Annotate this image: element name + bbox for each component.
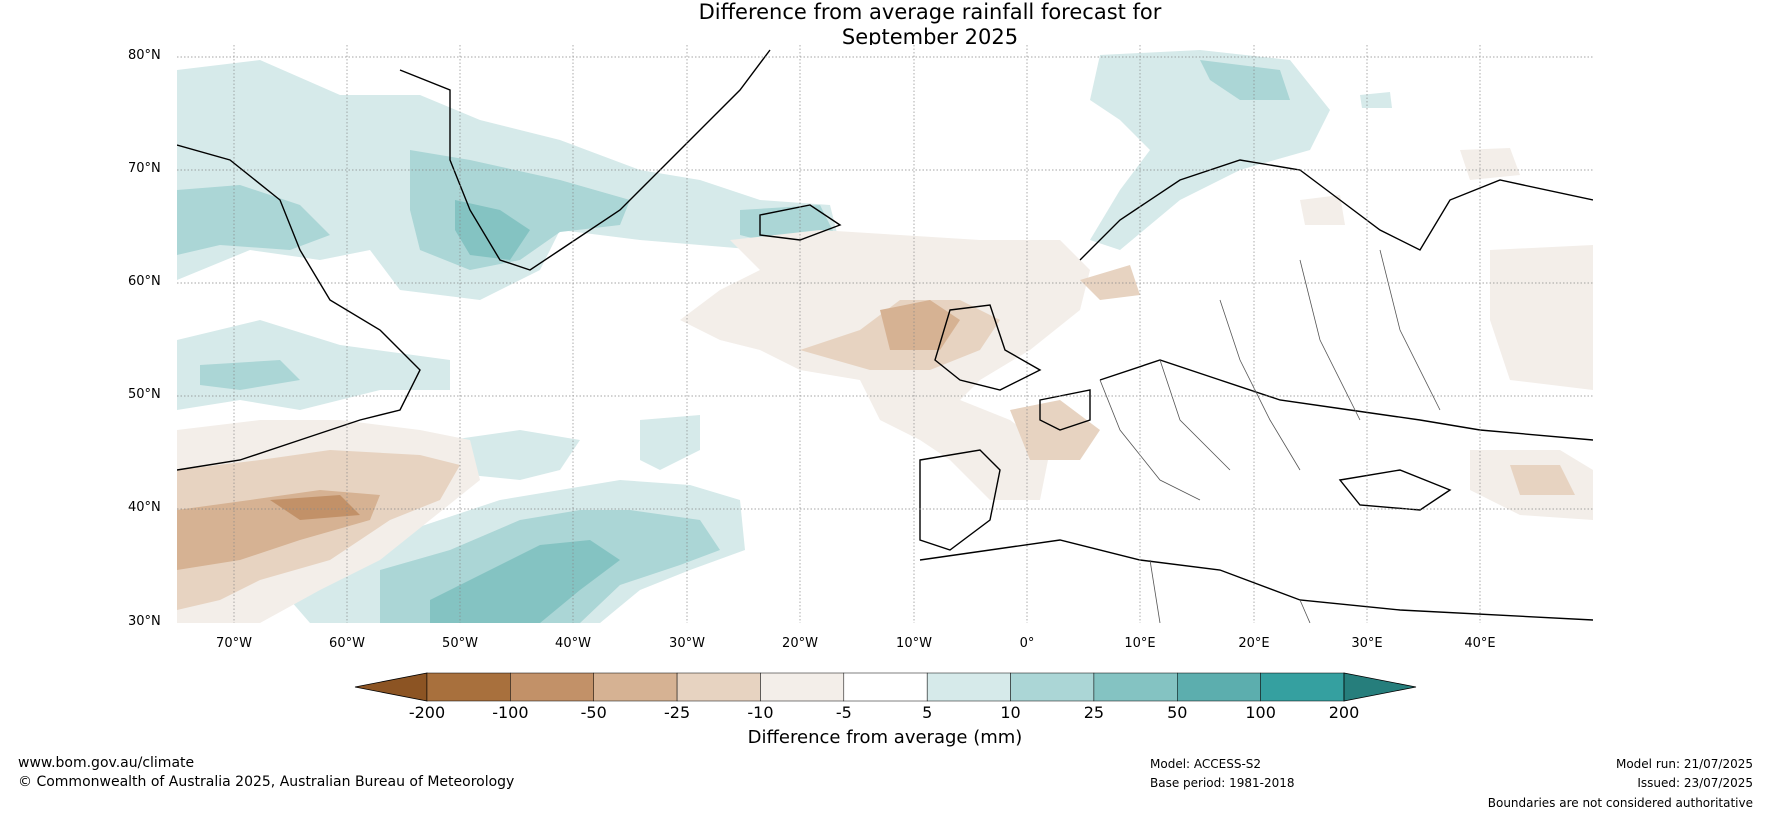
issued-text: Issued: 23/07/2025 — [1637, 776, 1753, 790]
colorbar-tick-label: -10 — [747, 703, 774, 722]
north-america-coast — [177, 144, 421, 471]
lon-label-20e: 20°E — [1238, 636, 1270, 651]
colorbar-bin — [843, 672, 928, 702]
colorbar-bin — [676, 672, 761, 702]
lon-label-10w: 10°W — [896, 636, 932, 651]
france-coast — [1039, 389, 1091, 431]
chart-title: Difference from average rainfall forecas… — [0, 0, 1770, 50]
graticule — [177, 45, 1593, 623]
colorbar-bin — [426, 672, 511, 702]
coastlines — [177, 49, 1593, 621]
colorbar-bin — [760, 672, 845, 702]
colorbar-tick-label: -25 — [664, 703, 691, 722]
lon-label-60w: 60°W — [329, 636, 365, 651]
colorbar-bin — [510, 672, 594, 702]
lon-label-30w: 30°W — [669, 636, 705, 651]
lat-label-30n: 30°N — [128, 614, 161, 629]
iceland-coast — [759, 204, 842, 241]
colorbar-tick-label: 200 — [1328, 703, 1360, 722]
scandinavia-coast — [1079, 159, 1593, 261]
lon-label-70w: 70°W — [216, 636, 252, 651]
colorbar-bin — [926, 672, 1011, 702]
black-sea-coast — [1338, 469, 1452, 511]
colorbar-bin — [1260, 672, 1345, 702]
wetter-regions — [177, 50, 1392, 623]
iberia-coast — [919, 449, 1001, 551]
colorbar-tick-label: 25 — [1083, 703, 1105, 722]
disclaimer-text: Boundaries are not considered authoritat… — [1487, 796, 1753, 810]
colorbar-tick-label: -100 — [492, 703, 529, 722]
lat-label-40n: 40°N — [128, 500, 161, 515]
colorbar-tick-label: -5 — [835, 703, 852, 722]
lat-label-70n: 70°N — [128, 161, 161, 176]
lat-label-80n: 80°N — [128, 48, 161, 63]
colorbar-bin — [1093, 672, 1178, 702]
colorbar-bin — [1177, 672, 1261, 702]
colorbar-extend-high — [1343, 672, 1417, 702]
north-africa-coast — [919, 539, 1593, 621]
lon-label-0: 0° — [1019, 636, 1035, 651]
greenland-coast — [399, 49, 771, 271]
lon-label-50w: 50°W — [442, 636, 478, 651]
lat-label-60n: 60°N — [128, 274, 161, 289]
lon-label-40e: 40°E — [1464, 636, 1496, 651]
title-line-1: Difference from average rainfall forecas… — [698, 0, 1162, 24]
europe-coast — [1099, 359, 1593, 441]
colorbar-tick-label: 50 — [1167, 703, 1188, 722]
base-period-text: Base period: 1981-2018 — [1150, 776, 1295, 790]
country-borders — [1099, 249, 1441, 623]
colorbar-tick-label: -200 — [408, 703, 446, 722]
lon-label-10e: 10°E — [1124, 636, 1156, 651]
colorbar-tick-label: 5 — [922, 703, 933, 722]
lon-label-40w: 40°W — [555, 636, 591, 651]
lat-label-50n: 50°N — [128, 387, 161, 402]
drier-regions — [177, 148, 1593, 623]
colorbar-extend-low — [354, 672, 428, 702]
colorbar — [354, 672, 1417, 702]
model-text: Model: ACCESS-S2 — [1150, 757, 1262, 771]
colorbar-tick-label: 10 — [1000, 703, 1021, 722]
lon-label-20w: 20°W — [782, 636, 818, 651]
colorbar-bin — [593, 672, 678, 702]
model-run-text: Model run: 21/07/2025 — [1615, 757, 1753, 771]
copyright-text: © Commonwealth of Australia 2025, Austra… — [18, 774, 515, 790]
british-isles-coast — [934, 304, 1042, 391]
colorbar-tick-label: -50 — [580, 703, 607, 722]
colorbar-bin — [1010, 672, 1095, 702]
website-link[interactable]: www.bom.gov.au/climate — [18, 755, 195, 771]
lon-label-30e: 30°E — [1351, 636, 1383, 651]
colorbar-label: Difference from average (mm) — [747, 727, 1023, 748]
colorbar-tick-label: 100 — [1245, 703, 1276, 722]
